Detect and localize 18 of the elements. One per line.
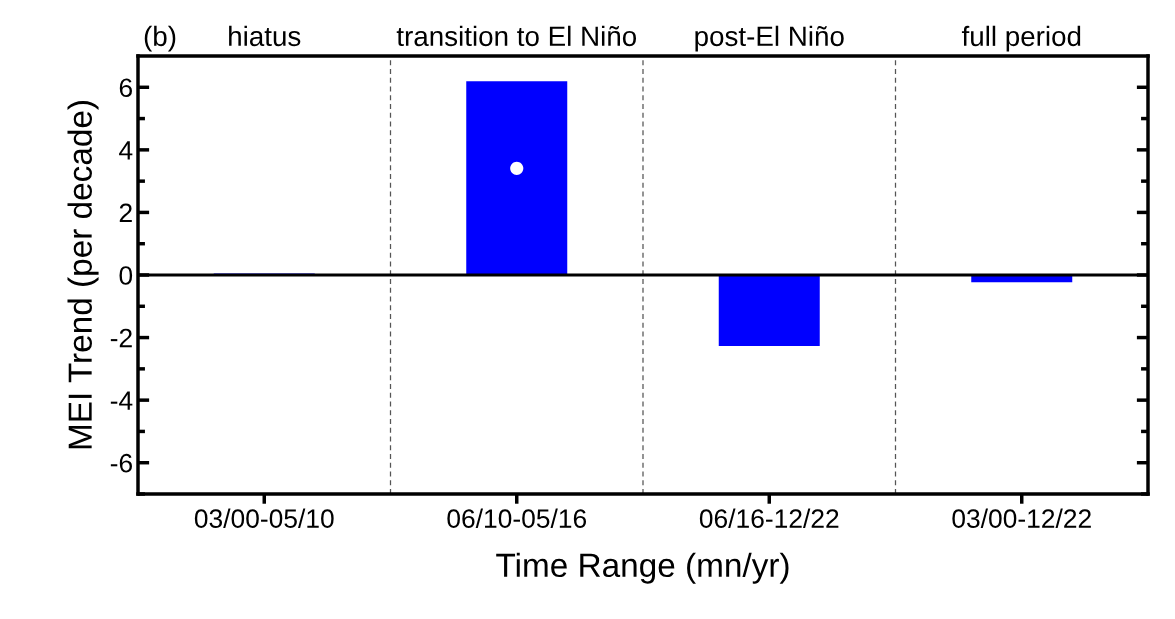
- x-tick-label: 03/00-12/22: [952, 508, 1091, 528]
- y-axis-title: MEI Trend (per decade): [67, 101, 99, 449]
- y-tick-label: 2: [119, 203, 132, 222]
- y-tick-label: 4: [119, 141, 133, 160]
- text: transition to El Niño: [396, 25, 637, 47]
- text: hiatus: [229, 25, 301, 47]
- text: post-El Niño: [695, 25, 844, 52]
- x-tick-label: 03/00-05/10: [194, 508, 334, 528]
- y-tick-label: 0: [119, 266, 133, 285]
- y-tick-label: -6: [110, 453, 132, 473]
- y-tick-label: 6: [119, 78, 132, 98]
- x-axis-title: Time Range (mn/yr): [496, 552, 789, 584]
- text: full period: [961, 25, 1081, 52]
- y-tick-label: -2: [110, 328, 132, 348]
- x-tick-label: 06/16-12/22: [699, 508, 839, 528]
- y-tick-label: -4: [110, 391, 133, 410]
- text: (b): [144, 25, 176, 52]
- x-tick-label: 06/10-05/16: [447, 508, 587, 528]
